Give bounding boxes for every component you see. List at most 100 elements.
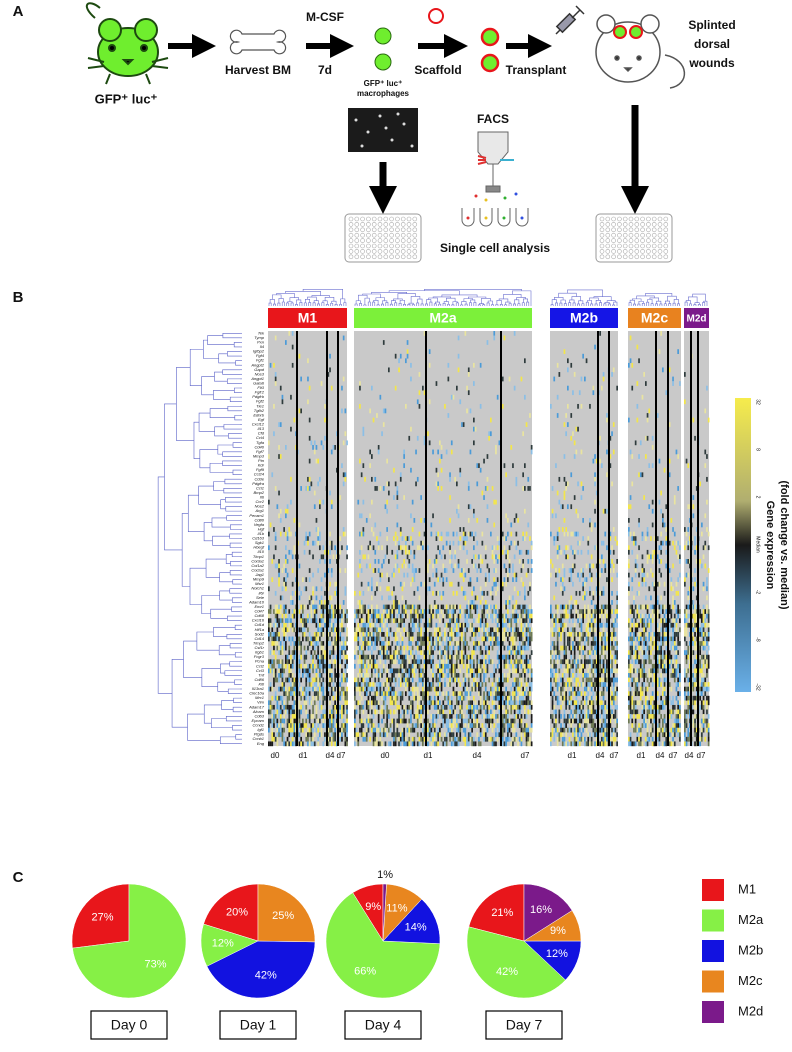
heatmap-cell bbox=[454, 691, 456, 696]
heatmap-cell bbox=[502, 714, 504, 719]
dendrogram-branch bbox=[522, 303, 524, 306]
heatmap-cell bbox=[314, 637, 316, 642]
heatmap-cell bbox=[504, 536, 506, 541]
heatmap-cell bbox=[490, 591, 492, 596]
heatmap-cell bbox=[431, 632, 433, 637]
heatmap-cell bbox=[294, 646, 296, 651]
heatmap-cell bbox=[560, 659, 562, 664]
heatmap-cell bbox=[519, 591, 521, 596]
heatmap-cell bbox=[587, 650, 589, 655]
heatmap-cell bbox=[449, 682, 451, 687]
heatmap-cell bbox=[448, 614, 450, 619]
heatmap-cell bbox=[381, 614, 383, 619]
heatmap-cell bbox=[562, 582, 564, 587]
heatmap-cell bbox=[593, 627, 595, 632]
heatmap-cell bbox=[412, 618, 414, 623]
dendrogram-branch bbox=[368, 302, 370, 306]
heatmap-cell bbox=[485, 682, 487, 687]
heatmap-cell bbox=[309, 614, 311, 619]
heatmap-cell bbox=[553, 710, 555, 715]
heatmap-cell bbox=[302, 719, 304, 724]
heatmap-cell bbox=[354, 691, 356, 696]
heatmap-cell bbox=[461, 655, 463, 660]
heatmap-cell bbox=[408, 436, 410, 441]
heatmap-cell bbox=[343, 472, 345, 477]
heatmap-cell bbox=[376, 687, 378, 692]
dendrogram-branch bbox=[331, 303, 333, 306]
heatmap-cell bbox=[559, 737, 561, 742]
heatmap-cell bbox=[552, 650, 554, 655]
heatmap-cell bbox=[366, 655, 368, 660]
heatmap-cell bbox=[526, 605, 528, 610]
heatmap-cell bbox=[586, 564, 588, 569]
heatmap-cell bbox=[378, 609, 380, 614]
heatmap-cell bbox=[321, 655, 323, 660]
heatmap-cell bbox=[468, 710, 470, 715]
heatmap-cell bbox=[408, 705, 410, 710]
heatmap-cell bbox=[591, 664, 593, 669]
heatmap-cell bbox=[453, 632, 455, 637]
heatmap-cell bbox=[526, 664, 528, 669]
heatmap-cell bbox=[277, 700, 279, 705]
heatmap-cell bbox=[408, 668, 410, 673]
heatmap-cell bbox=[302, 605, 304, 610]
heatmap-cell bbox=[304, 541, 306, 546]
heatmap-cell bbox=[468, 691, 470, 696]
heatmap-cell bbox=[453, 395, 455, 400]
heatmap-cell bbox=[517, 723, 519, 728]
heatmap-cell bbox=[300, 728, 302, 733]
heatmap-cell bbox=[356, 646, 358, 651]
heatmap-cell bbox=[380, 741, 382, 746]
heatmap-cell bbox=[371, 586, 373, 591]
heatmap-cell bbox=[388, 637, 390, 642]
heatmap-cell bbox=[432, 591, 434, 596]
heatmap-cell bbox=[307, 377, 309, 382]
heatmap-cell bbox=[521, 618, 523, 623]
heatmap-cell bbox=[593, 623, 595, 628]
heatmap-cell bbox=[437, 609, 439, 614]
heatmap-cell bbox=[502, 737, 504, 742]
heatmap-cell bbox=[376, 582, 378, 587]
heatmap-cell bbox=[512, 655, 514, 660]
heatmap-cell bbox=[288, 710, 290, 715]
heatmap-cell bbox=[371, 641, 373, 646]
heatmap-cell bbox=[497, 627, 499, 632]
heatmap-cell bbox=[405, 541, 407, 546]
heatmap-cell bbox=[346, 646, 348, 651]
heatmap-cell bbox=[307, 691, 309, 696]
heatmap-cell bbox=[582, 632, 584, 637]
heatmap-cell bbox=[275, 381, 277, 386]
heatmap-cell bbox=[473, 719, 475, 724]
heatmap-cell bbox=[268, 545, 270, 550]
heatmap-cell bbox=[505, 741, 507, 746]
heatmap-cell bbox=[304, 687, 306, 692]
heatmap-cell bbox=[441, 668, 443, 673]
heatmap-cell bbox=[581, 568, 583, 573]
heatmap-cell bbox=[322, 659, 324, 664]
heatmap-cell bbox=[309, 664, 311, 669]
heatmap-cell bbox=[499, 541, 501, 546]
dendrogram-branch bbox=[483, 305, 485, 306]
heatmap-cell bbox=[591, 573, 593, 578]
heatmap-cell bbox=[357, 641, 359, 646]
heatmap-cell bbox=[490, 605, 492, 610]
heatmap-cell bbox=[397, 554, 399, 559]
heatmap-cell bbox=[345, 691, 347, 696]
heatmap-cell bbox=[395, 596, 397, 601]
heatmap-cell bbox=[278, 582, 280, 587]
heatmap-cell bbox=[322, 618, 324, 623]
dendrogram-branch bbox=[377, 305, 379, 306]
heatmap-cell bbox=[454, 678, 456, 683]
heatmap-cell bbox=[453, 687, 455, 692]
heatmap-cell bbox=[292, 678, 294, 683]
heatmap-cell bbox=[482, 491, 484, 496]
heatmap-cell bbox=[361, 678, 363, 683]
heatmap-cell bbox=[576, 600, 578, 605]
heatmap-cell bbox=[449, 614, 451, 619]
heatmap-cell bbox=[390, 650, 392, 655]
heatmap-cell bbox=[570, 678, 572, 683]
heatmap-cell bbox=[357, 637, 359, 642]
heatmap-cell bbox=[417, 664, 419, 669]
heatmap-cell bbox=[593, 650, 595, 655]
heatmap-cell bbox=[507, 600, 509, 605]
